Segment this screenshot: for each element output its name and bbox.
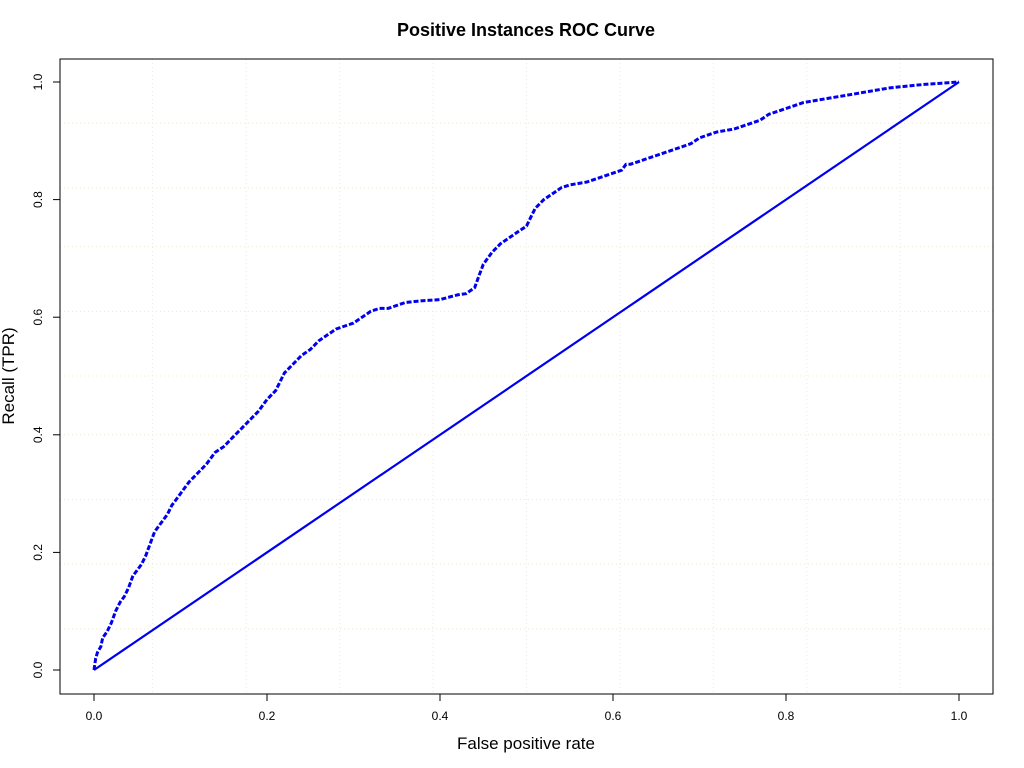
- y-tick-label: 1.0: [31, 73, 45, 90]
- series-layer: [92, 80, 960, 671]
- x-tick-label: 0.8: [778, 709, 795, 723]
- y-tick-label: 0.2: [31, 544, 45, 561]
- y-axis: 0.0 0.2 0.4 0.6 0.8 1.0: [31, 73, 60, 678]
- x-tick-label: 0.6: [605, 709, 622, 723]
- x-tick-label: 0.4: [432, 709, 449, 723]
- x-tick-label: 1.0: [951, 709, 968, 723]
- x-axis-label: False positive rate: [457, 734, 595, 753]
- x-tick-label: 0.0: [86, 709, 103, 723]
- chart-title: Positive Instances ROC Curve: [397, 20, 655, 40]
- y-tick-label: 0.4: [31, 426, 45, 443]
- plot-frame: [59, 58, 994, 695]
- x-tick-label: 0.2: [259, 709, 276, 723]
- y-tick-label: 0.0: [31, 661, 45, 678]
- y-axis-label: Recall (TPR): [0, 327, 18, 424]
- y-tick-label: 0.6: [31, 309, 45, 326]
- x-axis: 0.0 0.2 0.4 0.6 0.8 1.0: [86, 694, 968, 723]
- y-tick-label: 0.8: [31, 191, 45, 208]
- chance-diagonal-line: [93, 81, 960, 671]
- roc-curve-line: [92, 80, 960, 671]
